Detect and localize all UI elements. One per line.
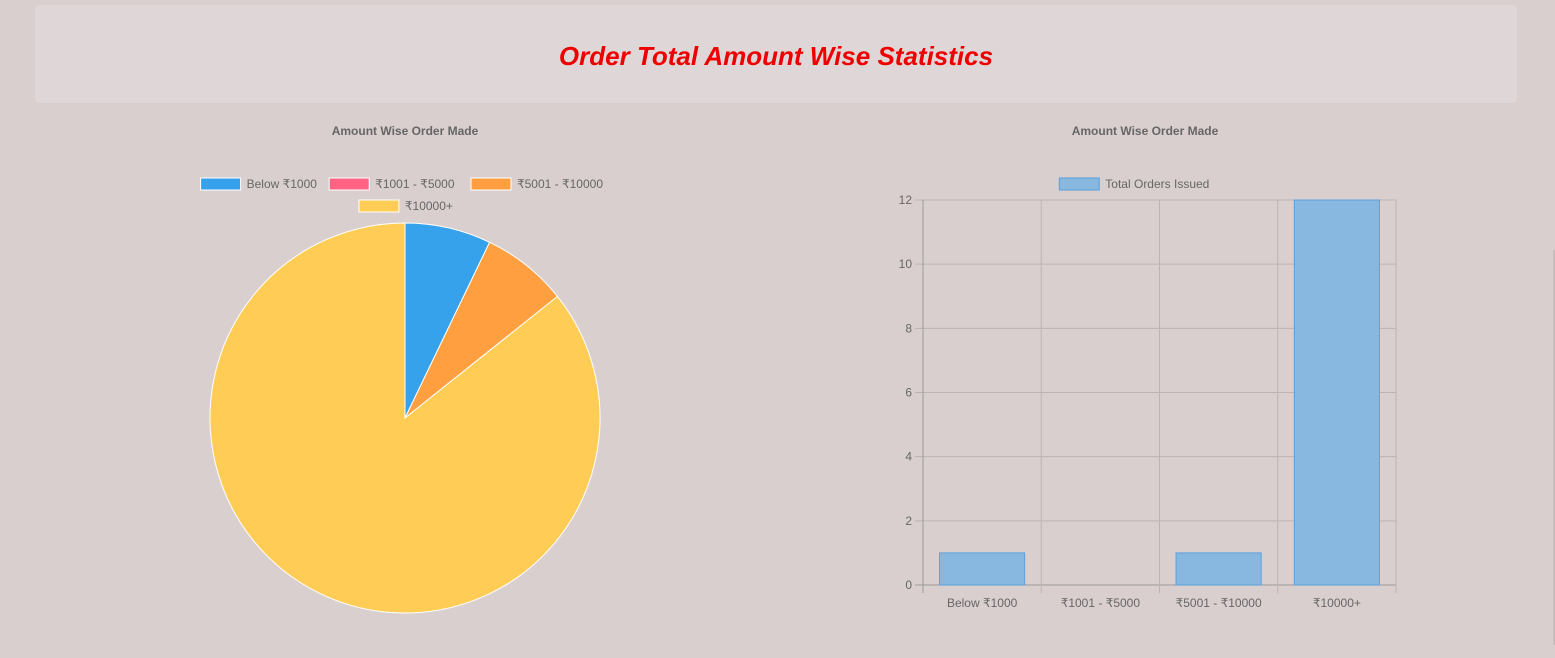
legend-item-below-1000: Below ₹1000 <box>200 177 318 191</box>
legend-item-1001-5000: ₹1001 - ₹5000 <box>328 177 455 191</box>
legend-swatch <box>200 177 242 191</box>
y-tick-label: 0 <box>905 578 912 592</box>
header-banner: Order Total Amount Wise Statistics <box>35 5 1517 103</box>
x-tick-label: ₹10000+ <box>1313 596 1361 610</box>
scrollbar[interactable] <box>1553 250 1555 645</box>
y-tick-label: 8 <box>905 321 912 335</box>
bar-5001-10000 <box>1175 552 1262 586</box>
pie-slice-10000 <box>209 222 601 614</box>
pie-chart-panel: Amount Wise Order Made Below ₹1000 ₹1001 -… <box>40 110 770 650</box>
x-tick-label: Below ₹1000 <box>947 596 1018 610</box>
legend-item-10000: ₹10000+ <box>358 199 453 213</box>
bar-below-1000 <box>939 552 1026 586</box>
y-tick-label: 2 <box>905 514 912 528</box>
pie-chart-title: Amount Wise Order Made <box>332 124 479 138</box>
legend-label: ₹10000+ <box>405 199 453 213</box>
x-tick-label: ₹5001 - ₹10000 <box>1176 596 1262 610</box>
page-title: Order Total Amount Wise Statistics <box>558 41 994 71</box>
y-tick-label: 10 <box>899 257 913 271</box>
legend-swatch <box>1058 177 1100 191</box>
y-tick-label: 12 <box>899 193 913 207</box>
legend-item-total-orders-issued: Total Orders Issued <box>1058 177 1209 191</box>
legend-item-5001-10000: ₹5001 - ₹10000 <box>470 177 603 191</box>
legend-swatch <box>328 177 370 191</box>
y-tick-label: 6 <box>905 386 912 400</box>
legend-swatch <box>358 199 400 213</box>
bar-chart: Amount Wise Order Made Total Orders Issue… <box>899 124 1397 610</box>
legend-label: ₹5001 - ₹10000 <box>517 177 603 191</box>
bar-chart-title: Amount Wise Order Made <box>1072 124 1219 138</box>
legend-label: Below ₹1000 <box>247 177 318 191</box>
bar-10000 <box>1293 199 1380 586</box>
legend-swatch <box>470 177 512 191</box>
x-tick-label: ₹1001 - ₹5000 <box>1061 596 1141 610</box>
bar-chart-panel: Amount Wise Order Made Total Orders Issue… <box>780 110 1520 650</box>
legend-label: Total Orders Issued <box>1105 177 1209 191</box>
y-tick-label: 4 <box>905 450 912 464</box>
legend-label: ₹1001 - ₹5000 <box>375 177 455 191</box>
pie-chart: Amount Wise Order Made Below ₹1000 ₹1001 -… <box>200 124 603 614</box>
